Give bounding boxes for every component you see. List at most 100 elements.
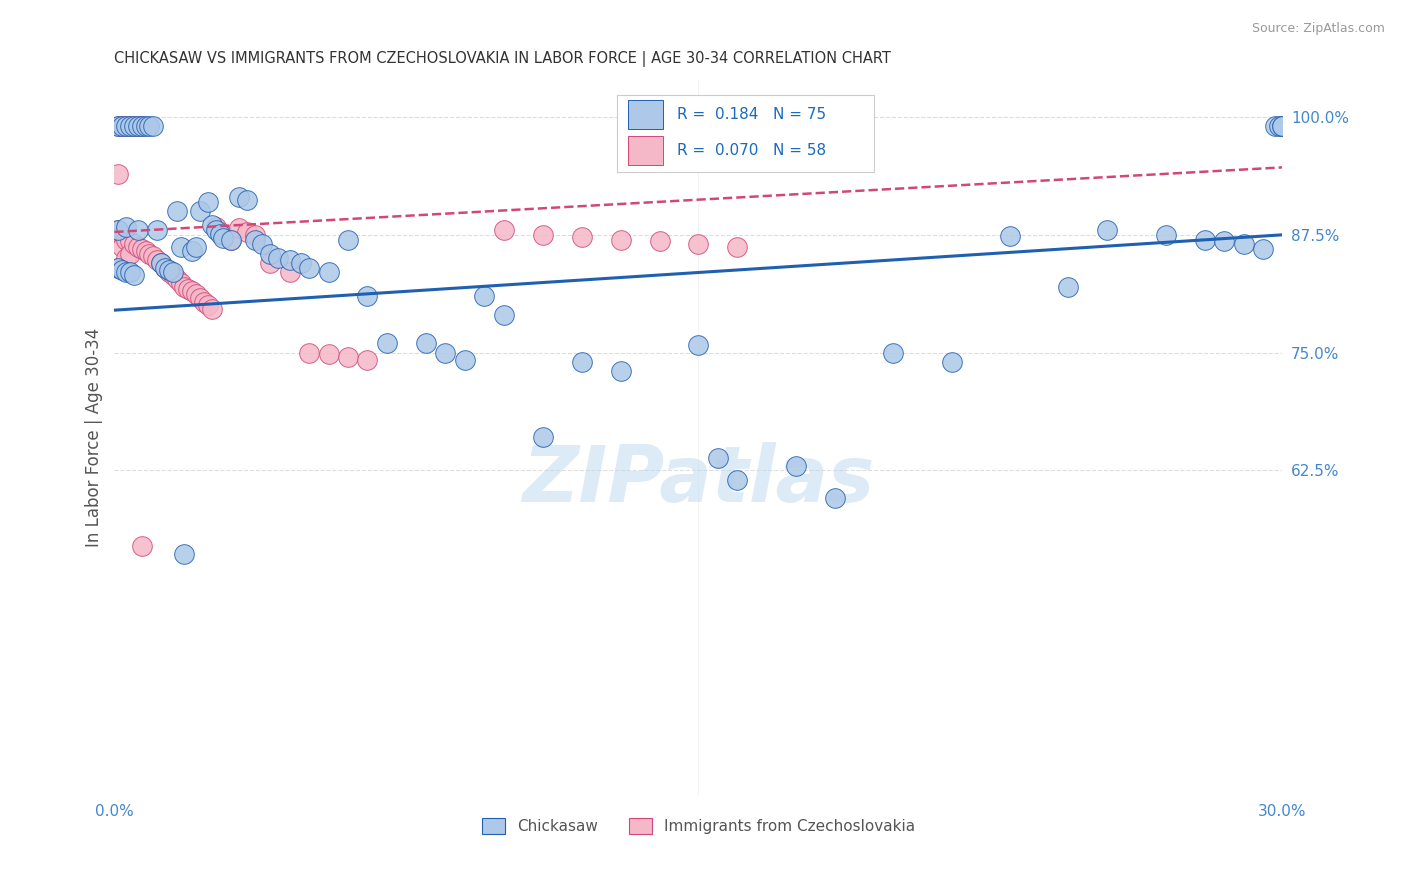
Point <box>785 458 807 473</box>
Point <box>267 252 290 266</box>
Point <box>111 120 134 134</box>
Text: ZIPatlas: ZIPatlas <box>522 442 875 518</box>
Point <box>166 204 188 219</box>
Point <box>236 193 259 207</box>
Point <box>278 265 301 279</box>
Point <box>472 289 495 303</box>
Point <box>173 279 195 293</box>
Point <box>111 262 134 277</box>
Point <box>127 120 149 134</box>
Point <box>1213 235 1236 249</box>
Point <box>212 227 235 242</box>
Point <box>318 347 340 361</box>
Point <box>188 291 211 305</box>
Point <box>824 491 846 505</box>
Point <box>127 240 149 254</box>
Point <box>122 120 145 134</box>
Point <box>531 430 554 444</box>
Y-axis label: In Labor Force | Age 30-34: In Labor Force | Age 30-34 <box>86 327 103 547</box>
Point <box>298 260 321 275</box>
Text: R =  0.070   N = 58: R = 0.070 N = 58 <box>678 143 827 158</box>
Point <box>162 268 184 283</box>
Point <box>1251 242 1274 256</box>
Point <box>492 308 515 322</box>
Point <box>127 120 149 134</box>
FancyBboxPatch shape <box>628 136 664 165</box>
Point <box>212 230 235 244</box>
Point <box>1264 120 1286 134</box>
Point <box>197 194 219 209</box>
Point <box>208 225 231 239</box>
Point <box>998 228 1021 243</box>
Point <box>1267 120 1289 134</box>
Text: Source: ZipAtlas.com: Source: ZipAtlas.com <box>1251 22 1385 36</box>
Point <box>146 253 169 268</box>
Point <box>531 227 554 242</box>
Point <box>122 237 145 252</box>
Point <box>138 120 160 134</box>
Point <box>118 265 141 279</box>
Point <box>122 268 145 283</box>
Point <box>688 237 710 252</box>
Point <box>243 227 266 242</box>
Point <box>1271 120 1294 134</box>
Point <box>197 298 219 312</box>
Point <box>131 242 153 256</box>
Point <box>219 233 242 247</box>
Point <box>150 256 173 270</box>
Point <box>186 287 208 301</box>
Point <box>107 120 129 134</box>
Point <box>131 120 153 134</box>
Point <box>115 120 138 134</box>
Point <box>278 253 301 268</box>
Point <box>193 294 215 309</box>
Point <box>107 260 129 275</box>
Point <box>111 120 134 134</box>
Point <box>941 355 963 369</box>
Point <box>127 223 149 237</box>
FancyBboxPatch shape <box>628 101 664 129</box>
Point <box>571 229 593 244</box>
Point <box>107 223 129 237</box>
Point <box>356 353 378 368</box>
Point <box>118 120 141 134</box>
Point <box>208 227 231 241</box>
Point <box>1232 237 1254 252</box>
Point <box>162 265 184 279</box>
Point <box>492 223 515 237</box>
Point <box>169 276 191 290</box>
Point <box>318 265 340 279</box>
Point <box>454 353 477 368</box>
Point <box>115 264 138 278</box>
Point <box>153 260 176 275</box>
Point <box>157 264 180 278</box>
Point <box>648 235 671 249</box>
Point <box>107 120 129 134</box>
Text: R =  0.184   N = 75: R = 0.184 N = 75 <box>678 107 827 122</box>
Point <box>609 233 631 247</box>
Point <box>122 120 145 134</box>
Point <box>298 345 321 359</box>
Point <box>177 281 200 295</box>
Point <box>150 256 173 270</box>
Point <box>118 120 141 134</box>
Point <box>111 240 134 254</box>
Point <box>181 244 204 258</box>
Point <box>138 246 160 260</box>
Point <box>252 237 274 252</box>
Point <box>186 240 208 254</box>
Text: CHICKASAW VS IMMIGRANTS FROM CZECHOSLOVAKIA IN LABOR FORCE | AGE 30-34 CORRELATI: CHICKASAW VS IMMIGRANTS FROM CZECHOSLOVA… <box>114 51 891 67</box>
Point <box>434 345 457 359</box>
FancyBboxPatch shape <box>617 95 873 172</box>
Point <box>115 252 138 266</box>
Point <box>115 233 138 247</box>
Point <box>337 351 360 365</box>
Point <box>243 233 266 247</box>
Point <box>415 336 437 351</box>
Point <box>571 355 593 369</box>
Point <box>356 289 378 303</box>
Point <box>135 244 157 258</box>
Point <box>118 235 141 249</box>
Point <box>375 336 398 351</box>
Point <box>153 260 176 275</box>
